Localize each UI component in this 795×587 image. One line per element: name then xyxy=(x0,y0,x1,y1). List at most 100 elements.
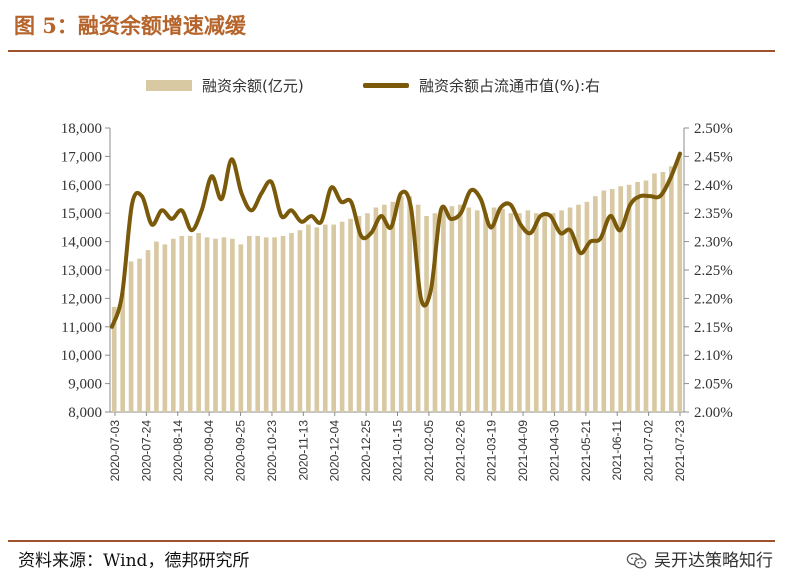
bar xyxy=(466,207,472,412)
bar xyxy=(289,233,294,412)
y-left-tick-label: 9,000 xyxy=(68,377,102,393)
bar xyxy=(635,181,640,412)
bar xyxy=(415,204,421,412)
bar xyxy=(533,213,539,412)
y-right-tick-label: 2.20% xyxy=(694,291,733,307)
x-tick-label: 2021-04-09 xyxy=(516,420,530,482)
y-right-tick-label: 2.40% xyxy=(694,178,733,194)
legend-item-bar: 融资余额(亿元) xyxy=(146,72,304,98)
bar xyxy=(297,230,303,412)
y-left-tick-label: 15,000 xyxy=(61,206,102,222)
x-tick-label: 2021-05-21 xyxy=(579,420,593,482)
bar xyxy=(331,224,337,412)
y-left-tick-label: 17,000 xyxy=(61,149,102,165)
bar xyxy=(137,258,142,412)
x-tick-label: 2020-09-25 xyxy=(234,420,248,482)
watermark-text: 吴开达策略知行 xyxy=(654,551,773,571)
bar xyxy=(449,206,455,412)
bar xyxy=(170,238,176,412)
legend-line-swatch xyxy=(363,82,409,88)
y-left-tick-label: 11,000 xyxy=(61,320,102,336)
y-left-tick-label: 12,000 xyxy=(61,291,102,307)
bar xyxy=(584,201,590,412)
bar xyxy=(111,306,117,412)
legend-item-line: 融资余额占流通市值(%):右 xyxy=(363,72,600,98)
bar xyxy=(348,218,353,412)
y-right-tick-label: 2.00% xyxy=(694,405,733,421)
x-tick-label: 2020-12-04 xyxy=(328,420,342,482)
x-tick-label: 2021-06-11 xyxy=(610,420,624,481)
bar xyxy=(567,207,573,412)
y-right-tick-label: 2.25% xyxy=(694,263,733,279)
x-tick-label: 2021-02-05 xyxy=(422,420,436,482)
y-right-tick-label: 2.05% xyxy=(694,377,733,393)
bar xyxy=(213,238,218,412)
chart-legend: 融资余额(亿元) 融资余额占流通市值(%):右 xyxy=(0,72,795,98)
bar xyxy=(643,180,649,412)
bar xyxy=(432,213,438,412)
legend-line-label: 融资余额占流通市值(%):右 xyxy=(419,76,601,95)
bar xyxy=(652,173,657,412)
bar xyxy=(306,224,311,412)
x-tick-label: 2021-03-19 xyxy=(485,420,499,482)
bar xyxy=(162,244,168,412)
bar xyxy=(263,237,269,412)
bar xyxy=(196,233,201,412)
x-tick-label: 2021-04-30 xyxy=(547,420,561,482)
y-right-tick-label: 2.30% xyxy=(694,235,733,251)
chart-title: 图 5：融资余额增速减缓 xyxy=(14,13,246,38)
x-tick-label: 2020-07-03 xyxy=(108,420,122,482)
footer-divider xyxy=(8,540,775,542)
bar xyxy=(542,216,548,412)
bar xyxy=(238,244,244,412)
chart-plot: 8,000 9,000 10,000 11,000 12,000 13,000 14,000… xyxy=(61,121,733,482)
bar xyxy=(491,207,497,412)
bar xyxy=(550,213,556,412)
bar xyxy=(255,235,261,412)
bar xyxy=(398,196,404,412)
bar xyxy=(246,235,252,412)
x-tick-label: 2021-01-15 xyxy=(391,420,405,482)
bar xyxy=(230,238,235,412)
x-tick-label: 2021-07-23 xyxy=(673,420,687,482)
bar xyxy=(618,186,624,412)
bar xyxy=(559,210,564,412)
bar xyxy=(314,227,320,412)
legend-bar-swatch xyxy=(146,79,192,91)
bar xyxy=(154,241,159,412)
bar xyxy=(626,184,632,412)
bar xyxy=(221,237,227,412)
watermark: 吴开达策略知行 xyxy=(626,546,773,576)
bar xyxy=(424,216,429,412)
bar xyxy=(441,210,446,412)
y-left-tick-label: 8,000 xyxy=(68,405,102,421)
bar xyxy=(356,216,362,412)
bar xyxy=(517,213,522,412)
bar xyxy=(525,210,531,412)
x-tick-label: 2020-09-04 xyxy=(202,420,216,482)
y-left-tick-label: 14,000 xyxy=(61,235,102,251)
bar xyxy=(457,204,463,412)
x-tick-label: 2020-12-25 xyxy=(359,420,373,482)
source-note: 资料来源：Wind，德邦研究所 xyxy=(18,551,250,571)
bar xyxy=(407,196,412,412)
y-left-tick-label: 10,000 xyxy=(61,348,102,364)
bar xyxy=(322,224,328,412)
bar xyxy=(609,189,615,412)
y-right-tick-label: 2.35% xyxy=(694,206,733,222)
bar xyxy=(382,204,387,412)
y-left-tick-label: 13,000 xyxy=(61,263,102,279)
y-left-tick-label: 16,000 xyxy=(61,178,102,194)
x-tick-label: 2021-02-26 xyxy=(453,420,467,482)
y-right-tick-label: 2.15% xyxy=(694,320,733,336)
bar xyxy=(508,213,514,412)
y-left-tick-label: 18,000 xyxy=(61,121,102,137)
title-divider xyxy=(8,50,775,52)
bar xyxy=(373,207,379,412)
bar xyxy=(272,237,277,412)
x-tick-label: 2021-07-02 xyxy=(642,420,656,482)
bar xyxy=(483,213,488,412)
bar xyxy=(179,235,185,412)
bar xyxy=(128,261,134,412)
legend-bar-label: 融资余额(亿元) xyxy=(202,76,304,95)
